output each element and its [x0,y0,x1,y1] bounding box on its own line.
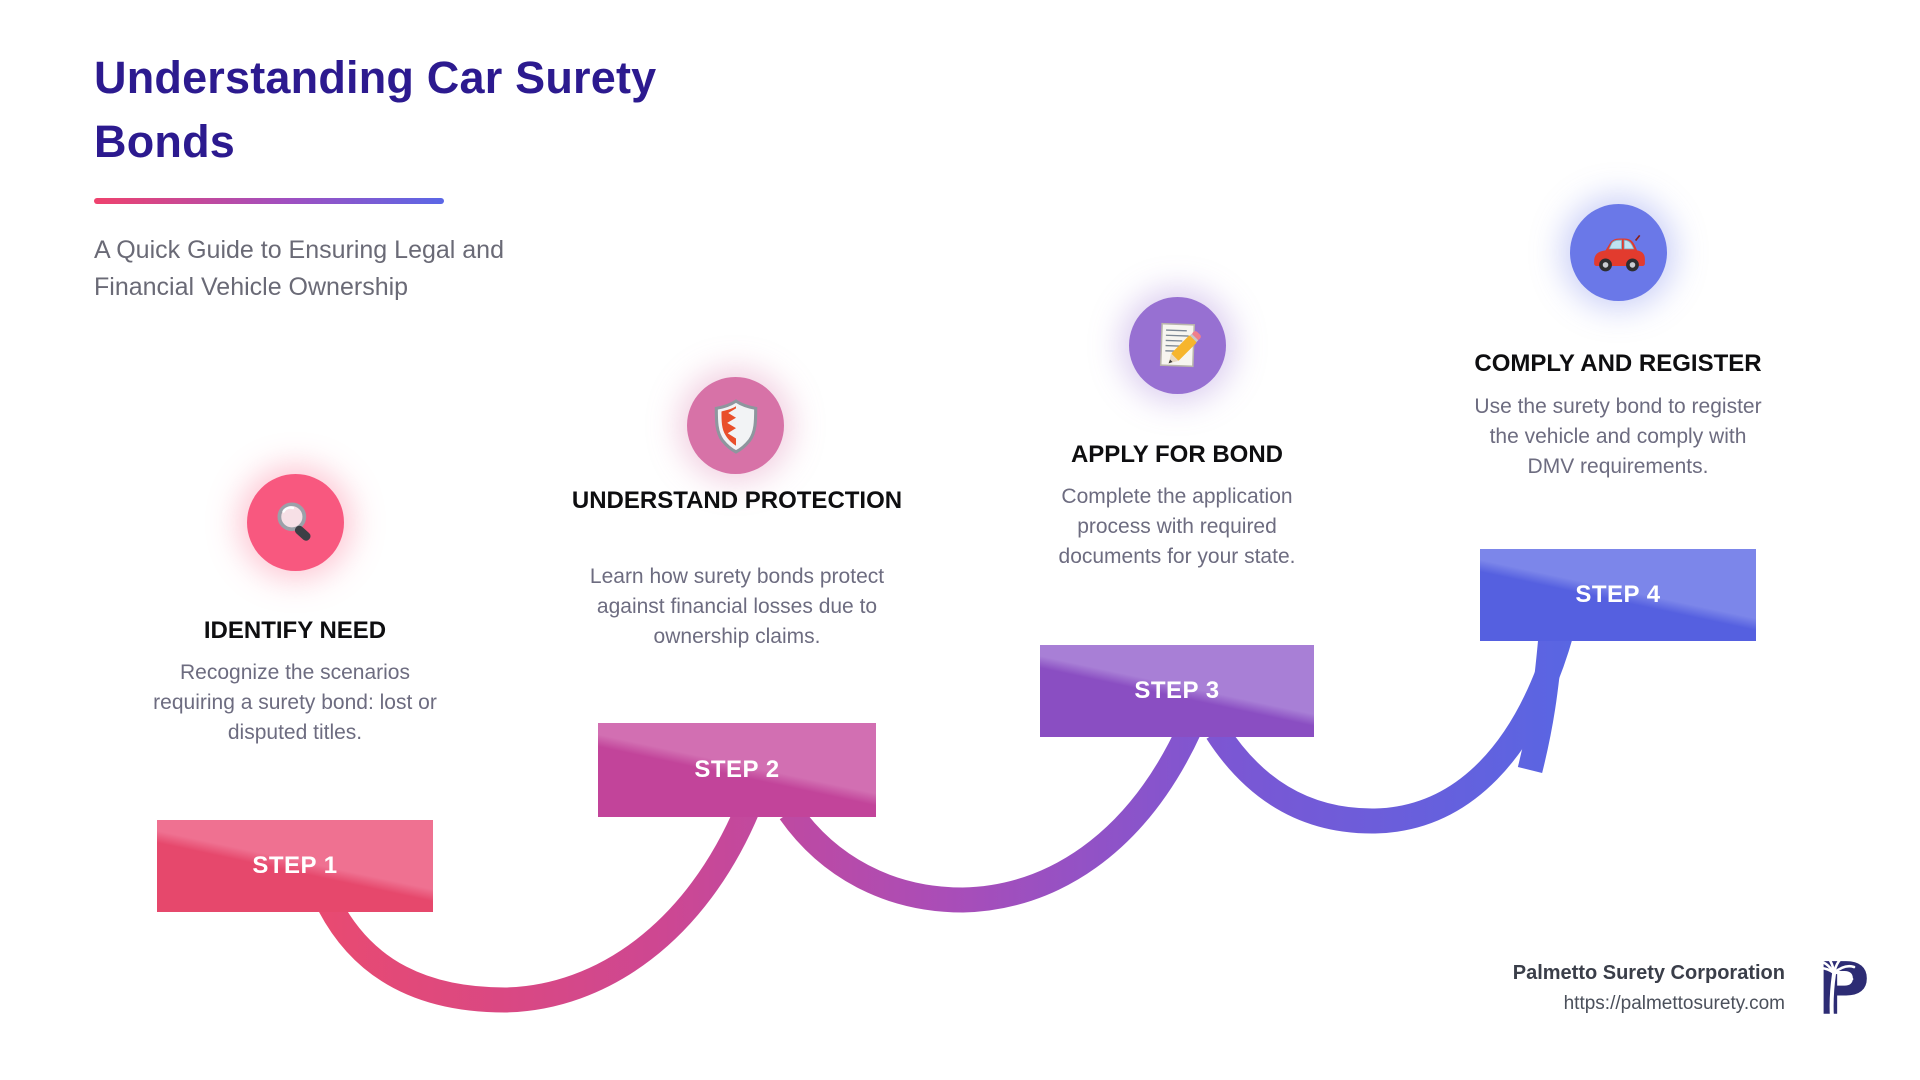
step2-box: STEP 2 [598,723,876,817]
footer: Palmetto Surety Corporation https://palm… [1513,948,1873,1028]
step4-icon-circle [1570,204,1667,301]
step3-icon-circle [1129,297,1226,394]
memo-pencil-icon [1159,322,1201,367]
step2-icon-circle [687,377,784,474]
shield-icon [714,398,757,454]
step1-icon-circle [247,474,344,571]
svg-text:P: P [1817,948,1870,1028]
step3-box: STEP 3 [1040,645,1314,737]
page-title-line1: Understanding Car Surety [94,52,657,103]
step4-title: COMPLY AND REGISTER [1474,350,1762,377]
step2-label: STEP 2 [694,756,780,783]
step2-title: UNDERSTAND PROTECTION [571,487,903,514]
footer-text: Palmetto Surety Corporation https://palm… [1513,962,1785,1015]
step1-title: IDENTIFY NEED [203,617,387,644]
step4-label: STEP 4 [1575,581,1661,608]
page-title: Understanding Car Surety Bonds [94,46,794,174]
step2-description: Learn how surety bonds protect against f… [589,565,885,648]
step1-box: STEP 1 [157,820,433,912]
step4-description: Use the surety bond to register the vehi… [1474,395,1762,478]
step3-label: STEP 3 [1134,677,1220,704]
step3-description: Complete the application process with re… [1058,485,1296,568]
footer-url: https://palmettosurety.com [1563,992,1785,1014]
page-title-line2: Bonds [94,116,235,167]
step1-description: Recognize the scenarios requiring a sure… [153,661,437,744]
page-subtitle: A Quick Guide to Ensuring Legal and Fina… [94,236,504,301]
step3-title: APPLY FOR BOND [1070,441,1284,468]
connector-arc-1 [318,803,760,1013]
step1-label: STEP 1 [252,852,338,879]
palmetto-logo: P [1812,948,1870,1028]
connector-arc-3 [1206,626,1575,834]
connector-end-tail [1517,634,1564,774]
accent-underline-bar [94,198,444,204]
magnifier-icon [277,501,311,541]
connector-arc-2 [779,722,1202,913]
car-icon [1593,234,1645,271]
footer-company-name: Palmetto Surety Corporation [1512,961,1785,984]
step4-box: STEP 4 [1480,549,1756,641]
